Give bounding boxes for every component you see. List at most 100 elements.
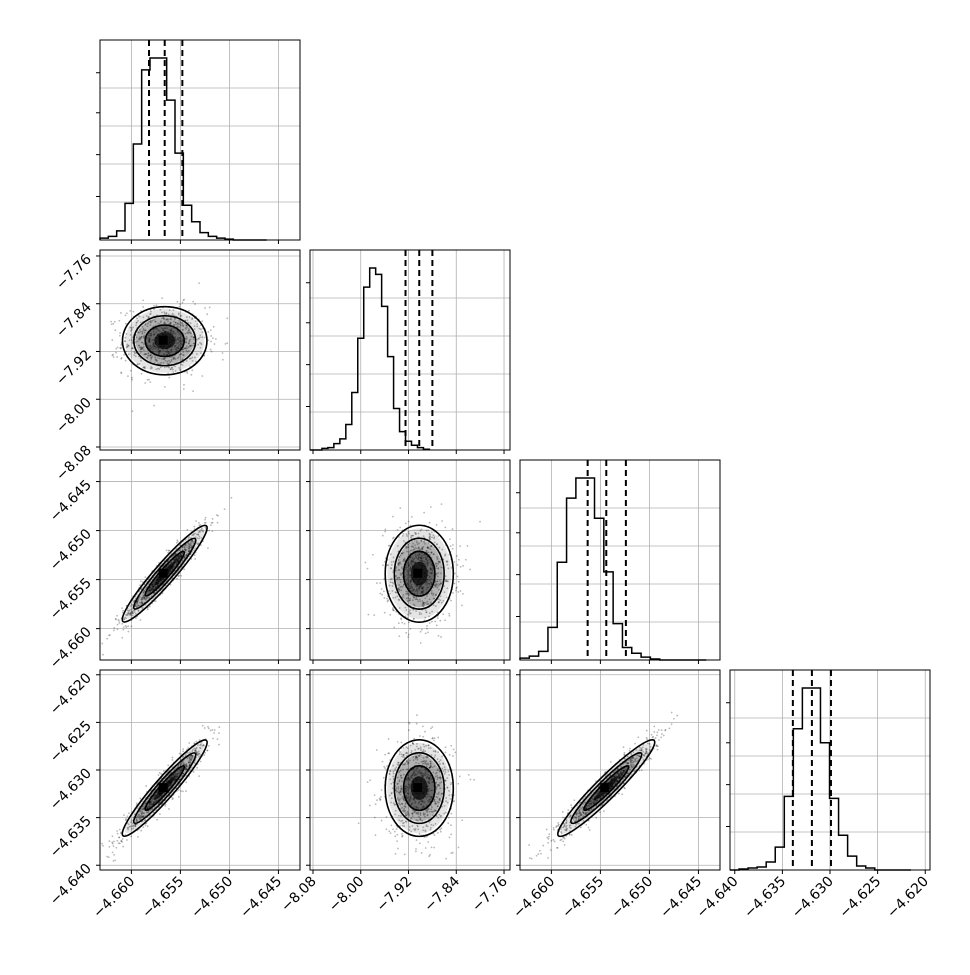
sample-point bbox=[132, 410, 134, 412]
sample-point bbox=[211, 530, 213, 532]
sample-point bbox=[394, 831, 396, 833]
sample-point bbox=[125, 314, 127, 316]
sample-point bbox=[153, 405, 155, 407]
sample-point bbox=[202, 725, 204, 727]
sample-point bbox=[208, 728, 210, 730]
sample-point bbox=[457, 576, 459, 578]
sample-point bbox=[114, 321, 116, 323]
sample-point bbox=[448, 817, 450, 819]
sample-point bbox=[449, 538, 451, 540]
sample-point bbox=[193, 526, 195, 528]
sample-point bbox=[172, 759, 174, 761]
sample-point bbox=[114, 859, 116, 861]
y-tick-label: −7.84 bbox=[53, 299, 95, 341]
sample-point bbox=[381, 594, 383, 596]
sample-point bbox=[125, 819, 127, 821]
sample-point bbox=[145, 785, 147, 787]
sample-point bbox=[132, 311, 134, 313]
sample-point bbox=[231, 497, 233, 499]
x-tick-label: −8.00 bbox=[326, 874, 368, 916]
sample-point bbox=[553, 829, 555, 831]
y-tick-label: −4.630 bbox=[47, 766, 95, 814]
sample-point bbox=[195, 520, 197, 522]
sample-point bbox=[119, 829, 121, 831]
sample-point bbox=[470, 779, 472, 781]
sample-point bbox=[384, 531, 386, 533]
sample-point bbox=[384, 612, 386, 614]
y-tick-label: −4.660 bbox=[47, 624, 95, 672]
sample-point bbox=[122, 629, 124, 631]
sample-point bbox=[416, 723, 418, 725]
sample-point bbox=[407, 636, 409, 638]
sample-point bbox=[226, 317, 228, 319]
sample-point bbox=[118, 620, 120, 622]
sample-point bbox=[458, 847, 460, 849]
sample-point bbox=[117, 624, 119, 626]
sample-point bbox=[422, 736, 424, 738]
sample-point bbox=[455, 590, 457, 592]
sample-point bbox=[120, 840, 122, 842]
sample-point bbox=[113, 860, 115, 862]
sample-point bbox=[384, 597, 386, 599]
sample-point bbox=[127, 815, 129, 817]
sample-point bbox=[457, 591, 459, 593]
sample-point bbox=[421, 852, 423, 854]
sample-point bbox=[167, 764, 169, 766]
sample-point bbox=[413, 738, 415, 740]
sample-point bbox=[399, 507, 401, 509]
sample-point bbox=[149, 606, 151, 608]
sample-point bbox=[450, 545, 452, 547]
sample-point bbox=[423, 512, 425, 514]
sample-point bbox=[168, 808, 170, 810]
sample-point bbox=[419, 842, 421, 844]
sample-point bbox=[449, 615, 451, 617]
sample-point bbox=[119, 347, 121, 349]
sample-point bbox=[185, 790, 187, 792]
sample-point bbox=[131, 379, 133, 381]
histogram-p3 bbox=[520, 478, 706, 660]
sample-point bbox=[183, 299, 185, 301]
sample-point bbox=[388, 738, 390, 740]
sample-point bbox=[144, 576, 146, 578]
sample-point bbox=[161, 297, 163, 299]
sample-point bbox=[395, 853, 397, 855]
sample-point bbox=[210, 349, 212, 351]
sample-point bbox=[380, 796, 382, 798]
sample-point bbox=[452, 852, 454, 854]
sample-point bbox=[182, 302, 184, 304]
sample-point bbox=[113, 356, 115, 358]
sample-point bbox=[120, 372, 122, 374]
sample-point bbox=[199, 524, 201, 526]
sample-point bbox=[215, 338, 217, 340]
sample-point bbox=[434, 834, 436, 836]
sample-point bbox=[437, 617, 439, 619]
sample-point bbox=[122, 838, 124, 840]
sample-point bbox=[365, 562, 367, 564]
sample-point bbox=[183, 568, 185, 570]
sample-point bbox=[397, 741, 399, 743]
sample-point bbox=[136, 803, 138, 805]
sample-point bbox=[388, 830, 390, 832]
sample-point bbox=[141, 373, 143, 375]
sample-point bbox=[386, 816, 388, 818]
sample-point bbox=[429, 522, 431, 524]
sample-point bbox=[379, 593, 381, 595]
sample-point bbox=[660, 736, 662, 738]
sample-point bbox=[209, 307, 211, 309]
sample-point bbox=[80, 332, 82, 334]
sample-point bbox=[144, 382, 146, 384]
sample-point bbox=[158, 774, 160, 776]
sample-point bbox=[425, 632, 427, 634]
sample-point bbox=[211, 729, 213, 731]
sample-point bbox=[372, 554, 374, 556]
sample-point bbox=[160, 773, 162, 775]
sample-point bbox=[542, 845, 544, 847]
sample-point bbox=[658, 729, 660, 731]
sample-point bbox=[386, 598, 388, 600]
sample-point bbox=[381, 588, 383, 590]
sample-point bbox=[203, 754, 205, 756]
sample-point bbox=[147, 825, 149, 827]
sample-point bbox=[367, 614, 369, 616]
histogram-p2 bbox=[310, 268, 429, 450]
